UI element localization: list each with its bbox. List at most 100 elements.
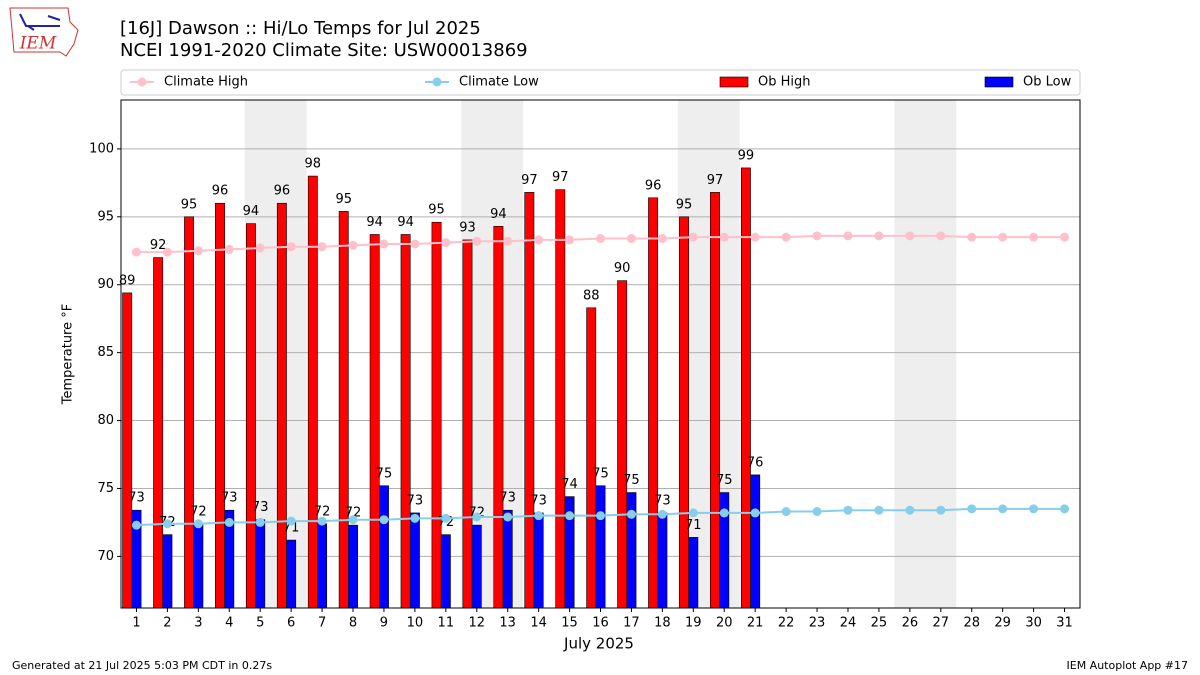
point [131, 520, 141, 530]
data-label: 96 [274, 184, 291, 199]
point [874, 505, 884, 515]
x-tick-label: 29 [994, 616, 1011, 631]
point [1029, 504, 1039, 514]
footer-right: IEM Autoplot App #17 [1067, 659, 1189, 672]
x-tick-label: 30 [1025, 616, 1042, 631]
data-label: 97 [552, 170, 569, 185]
point [843, 505, 853, 515]
point [967, 232, 977, 242]
point [750, 508, 760, 518]
bar [679, 216, 689, 609]
point [626, 234, 636, 244]
bar [750, 474, 761, 609]
logo-outline [9, 7, 79, 57]
legend-label: Climate Low [459, 75, 539, 90]
logo-text: IEM [19, 34, 57, 54]
x-tick-label: 17 [623, 616, 640, 631]
x-tick-label: 3 [194, 616, 202, 631]
x-tick-label: 2 [163, 616, 171, 631]
bar [502, 509, 513, 609]
data-label: 73 [252, 500, 269, 515]
data-label: 94 [490, 207, 507, 222]
bar [286, 539, 297, 609]
data-label: 72 [314, 504, 331, 519]
point [472, 236, 482, 246]
point [998, 504, 1008, 514]
data-label: 95 [428, 203, 445, 218]
data-label: 89 [119, 273, 136, 288]
point [843, 231, 853, 241]
x-tick-label: 7 [318, 616, 326, 631]
x-tick-label: 27 [933, 616, 950, 631]
bar [255, 519, 266, 609]
bar [369, 234, 380, 609]
point [441, 513, 451, 523]
bar [440, 534, 451, 609]
data-label: 73 [128, 491, 145, 506]
bar [245, 223, 256, 609]
point [317, 516, 327, 526]
bar [648, 197, 659, 609]
point [348, 240, 358, 250]
point [936, 231, 946, 241]
bar [276, 202, 287, 609]
data-label: 95 [676, 197, 693, 212]
point [719, 508, 729, 518]
data-label: 74 [561, 477, 578, 492]
data-label: 75 [623, 473, 640, 488]
logo: IEM [9, 7, 79, 57]
data-label: 94 [243, 204, 260, 219]
data-label: 98 [305, 157, 322, 172]
x-tick-label: 25 [871, 616, 888, 631]
bar [688, 537, 699, 609]
bar [462, 239, 473, 609]
point [967, 504, 977, 514]
point [255, 243, 265, 253]
x-tick-label: 11 [438, 616, 455, 631]
x-axis-label: July 2025 [563, 635, 634, 653]
data-label: 72 [345, 506, 362, 521]
point [441, 238, 451, 248]
weekend-shade [894, 100, 957, 608]
x-tick-label: 5 [256, 616, 264, 631]
x-tick-label: 1 [132, 616, 140, 631]
point [534, 511, 544, 521]
y-axis-label: Temperature °F [61, 304, 76, 405]
x-tick-label: 28 [963, 616, 980, 631]
bar [740, 167, 751, 609]
x-tick-label: 18 [654, 616, 671, 631]
bar [307, 175, 318, 609]
point [565, 511, 575, 521]
bar [586, 307, 597, 609]
legend-marker [432, 77, 442, 87]
data-label: 72 [190, 504, 207, 519]
data-label: 71 [283, 521, 300, 536]
point [224, 244, 234, 254]
data-label: 94 [366, 215, 383, 230]
bar [595, 485, 606, 609]
legend-label: Ob Low [1023, 75, 1072, 90]
data-label: 75 [716, 473, 733, 488]
plot-frame [120, 99, 1081, 609]
x-tick-label: 22 [778, 616, 795, 631]
point [596, 511, 605, 521]
data-label: 93 [459, 220, 476, 235]
y-tick-label: 100 [89, 141, 114, 156]
x-tick-label: 15 [561, 616, 578, 631]
logo-icon [19, 13, 61, 31]
x-tick-label: 19 [685, 616, 702, 631]
point [193, 519, 203, 529]
data-label: 71 [685, 518, 702, 533]
x-tick-label: 16 [592, 616, 609, 631]
x-tick-label: 31 [1056, 616, 1073, 631]
point [905, 231, 915, 241]
data-label: 73 [407, 493, 424, 508]
bar [533, 512, 544, 609]
point [812, 507, 822, 517]
data-label: 75 [592, 466, 609, 481]
point [131, 247, 141, 257]
point [781, 507, 791, 517]
bar [379, 485, 389, 609]
point [472, 512, 482, 522]
point [410, 239, 420, 249]
